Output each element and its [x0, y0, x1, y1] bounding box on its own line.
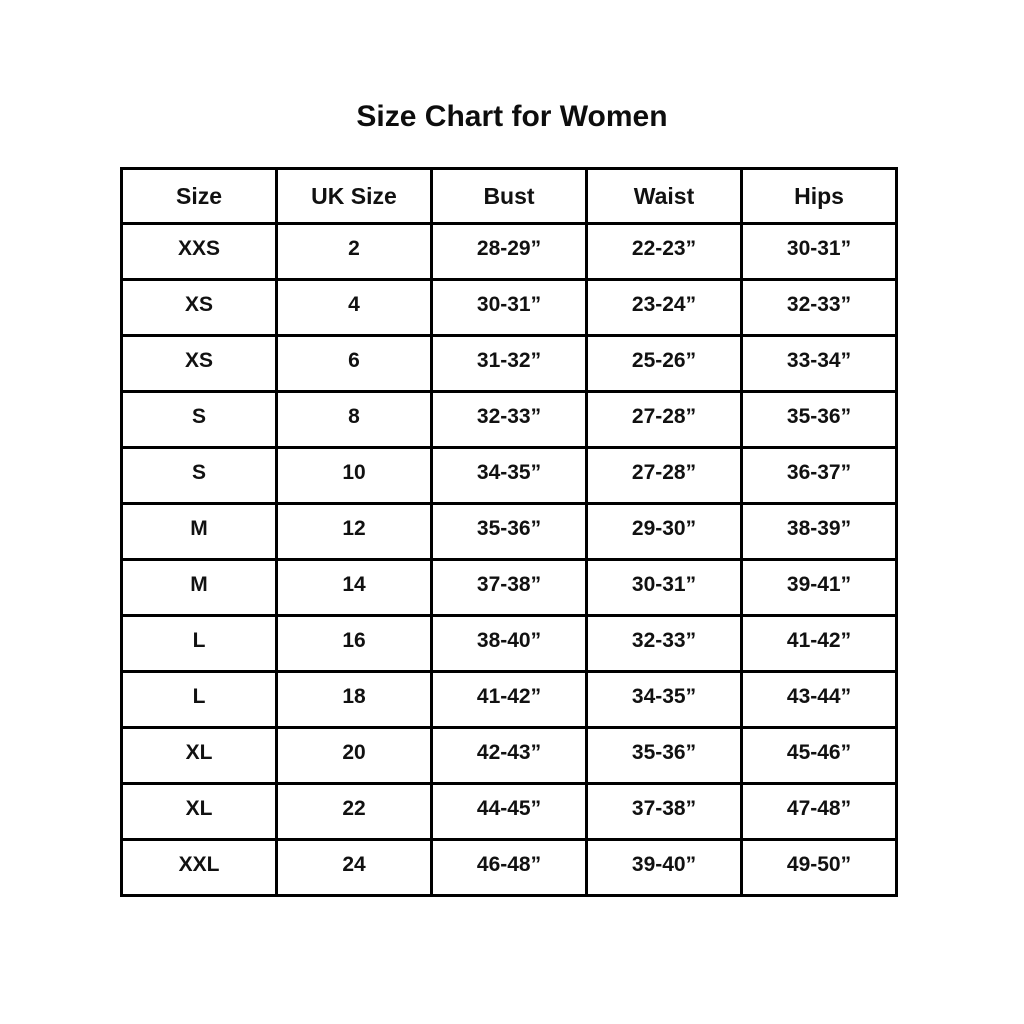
- table-cell: 42-43”: [430, 726, 588, 785]
- column-header-waist: Waist: [585, 167, 743, 225]
- table-cell: 22: [275, 782, 433, 841]
- table-cell: 4: [275, 278, 433, 337]
- table-row: S 10 34-35” 27-28” 36-37”: [120, 446, 898, 505]
- table-cell: XXL: [120, 838, 278, 897]
- header-row: Size UK Size Bust Waist Hips: [120, 167, 898, 225]
- table-cell: 22-23”: [585, 222, 743, 281]
- table-cell: XXS: [120, 222, 278, 281]
- table-cell: 16: [275, 614, 433, 673]
- page-title: Size Chart for Women: [356, 100, 668, 133]
- table-cell: M: [120, 502, 278, 561]
- table-cell: 18: [275, 670, 433, 729]
- table-cell: L: [120, 614, 278, 673]
- table-cell: 34-35”: [585, 670, 743, 729]
- table-cell: XS: [120, 334, 278, 393]
- table-cell: 30-31”: [740, 222, 898, 281]
- table-body: XXS 2 28-29” 22-23” 30-31” XS 4 30-31” 23-24” 32-…: [120, 222, 898, 897]
- table-cell: 20: [275, 726, 433, 785]
- column-header-hips: Hips: [740, 167, 898, 225]
- table-cell: 32-33”: [585, 614, 743, 673]
- table-cell: S: [120, 446, 278, 505]
- table-cell: 27-28”: [585, 446, 743, 505]
- table-row: XL 22 44-45” 37-38” 47-48”: [120, 782, 898, 841]
- table-cell: 30-31”: [585, 558, 743, 617]
- table-row: L 18 41-42” 34-35” 43-44”: [120, 670, 898, 729]
- table-row: L 16 38-40” 32-33” 41-42”: [120, 614, 898, 673]
- table-cell: 43-44”: [740, 670, 898, 729]
- table-cell: 39-40”: [585, 838, 743, 897]
- table-cell: L: [120, 670, 278, 729]
- table-cell: XL: [120, 782, 278, 841]
- column-header-uk-size: UK Size: [275, 167, 433, 225]
- table-cell: 44-45”: [430, 782, 588, 841]
- table-cell: 38-40”: [430, 614, 588, 673]
- table-cell: 34-35”: [430, 446, 588, 505]
- size-chart-table: Size UK Size Bust Waist Hips XXS 2 28-29” 22-23…: [120, 167, 898, 897]
- table-cell: 24: [275, 838, 433, 897]
- table-cell: 29-30”: [585, 502, 743, 561]
- table-row: M 14 37-38” 30-31” 39-41”: [120, 558, 898, 617]
- table-cell: M: [120, 558, 278, 617]
- table-cell: 33-34”: [740, 334, 898, 393]
- table-cell: 35-36”: [430, 502, 588, 561]
- table-cell: 47-48”: [740, 782, 898, 841]
- table-cell: 6: [275, 334, 433, 393]
- table-cell: 2: [275, 222, 433, 281]
- table-row: S 8 32-33” 27-28” 35-36”: [120, 390, 898, 449]
- table-cell: 35-36”: [585, 726, 743, 785]
- table-cell: 39-41”: [740, 558, 898, 617]
- table-cell: 10: [275, 446, 433, 505]
- table-cell: XS: [120, 278, 278, 337]
- table-row: XS 6 31-32” 25-26” 33-34”: [120, 334, 898, 393]
- table-cell: 49-50”: [740, 838, 898, 897]
- table-cell: S: [120, 390, 278, 449]
- table-cell: 32-33”: [740, 278, 898, 337]
- table-row: XXS 2 28-29” 22-23” 30-31”: [120, 222, 898, 281]
- table-cell: XL: [120, 726, 278, 785]
- table-cell: 28-29”: [430, 222, 588, 281]
- table-cell: 35-36”: [740, 390, 898, 449]
- table-cell: 31-32”: [430, 334, 588, 393]
- table-cell: 41-42”: [740, 614, 898, 673]
- table-cell: 37-38”: [430, 558, 588, 617]
- table-cell: 23-24”: [585, 278, 743, 337]
- table-row: XL 20 42-43” 35-36” 45-46”: [120, 726, 898, 785]
- table-row: XXL 24 46-48” 39-40” 49-50”: [120, 838, 898, 897]
- table-cell: 8: [275, 390, 433, 449]
- table-cell: 30-31”: [430, 278, 588, 337]
- table-cell: 14: [275, 558, 433, 617]
- table-cell: 37-38”: [585, 782, 743, 841]
- column-header-size: Size: [120, 167, 278, 225]
- table-cell: 45-46”: [740, 726, 898, 785]
- table-cell: 38-39”: [740, 502, 898, 561]
- table-row: M 12 35-36” 29-30” 38-39”: [120, 502, 898, 561]
- table-cell: 46-48”: [430, 838, 588, 897]
- table-cell: 41-42”: [430, 670, 588, 729]
- column-header-bust: Bust: [430, 167, 588, 225]
- table-header: Size UK Size Bust Waist Hips: [120, 167, 898, 225]
- table-cell: 12: [275, 502, 433, 561]
- table-row: XS 4 30-31” 23-24” 32-33”: [120, 278, 898, 337]
- table-cell: 25-26”: [585, 334, 743, 393]
- table-cell: 32-33”: [430, 390, 588, 449]
- table-cell: 36-37”: [740, 446, 898, 505]
- table-cell: 27-28”: [585, 390, 743, 449]
